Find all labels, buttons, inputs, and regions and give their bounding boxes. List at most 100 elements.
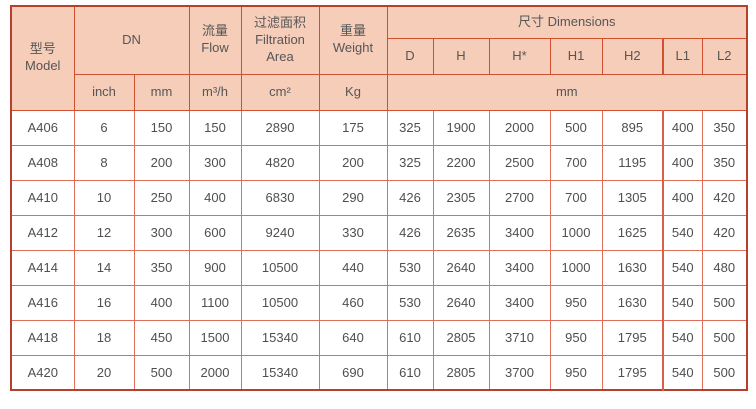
cell-inch: 14 (73, 249, 135, 286)
cell-model: A410 (10, 179, 75, 216)
cell-h: 2805 (432, 319, 490, 356)
cell-weight: 330 (318, 214, 388, 251)
cell-weight: 640 (318, 319, 388, 356)
cell-l1: 540 (662, 354, 703, 391)
cell-h1: 500 (549, 109, 603, 146)
col-header-filtration-en-2: Area (266, 48, 294, 64)
cell-area: 6830 (240, 179, 320, 216)
col-header-h-star: H* (488, 37, 551, 75)
header-row-2: D H H* H1 H2 L1 L2 (11, 37, 748, 75)
cell-h2: 1625 (601, 214, 664, 251)
cell-l2: 420 (701, 179, 748, 216)
cell-flow: 2000 (188, 354, 242, 391)
col-header-weight-en: Weight (332, 40, 374, 56)
cell-inch: 20 (73, 354, 135, 391)
cell-inch: 10 (73, 179, 135, 216)
cell-h-star: 3400 (488, 214, 551, 251)
cell-h: 2305 (432, 179, 490, 216)
cell-h2: 1795 (601, 354, 664, 391)
table-row-a420: A420 20 500 2000 15340 690 610 2805 3700… (10, 354, 748, 391)
cell-h1: 700 (549, 144, 603, 181)
cell-d: 530 (386, 284, 434, 321)
cell-flow: 400 (188, 179, 242, 216)
cell-h: 2640 (432, 284, 490, 321)
cell-h: 2640 (432, 249, 490, 286)
cell-area: 10500 (240, 249, 320, 286)
cell-l2: 420 (701, 214, 748, 251)
cell-h2: 1795 (601, 319, 664, 356)
cell-l2: 350 (701, 109, 748, 146)
cell-area: 9240 (240, 214, 320, 251)
unit-mm: mm (133, 73, 190, 111)
cell-area: 15340 (240, 354, 320, 391)
cell-h1: 950 (549, 354, 603, 391)
cell-d: 530 (386, 249, 434, 286)
cell-l1: 540 (662, 214, 703, 251)
cell-inch: 16 (73, 284, 135, 321)
cell-model: A408 (10, 144, 75, 181)
cell-d: 426 (386, 179, 434, 216)
cell-h-star: 2000 (488, 109, 551, 146)
cell-l2: 350 (701, 144, 748, 181)
cell-h1: 1000 (549, 249, 603, 286)
cell-flow: 1500 (188, 319, 242, 356)
cell-model: A406 (10, 109, 75, 146)
cell-h2: 1630 (601, 249, 664, 286)
cell-inch: 18 (73, 319, 135, 356)
cell-l1: 540 (662, 284, 703, 321)
col-header-model: 型号 Model (10, 5, 75, 111)
table-row-a414: A414 14 350 900 10500 440 530 2640 3400 … (10, 249, 748, 286)
cell-weight: 175 (318, 109, 388, 146)
col-header-filtration-en-1: Filtration (255, 31, 305, 47)
cell-l2: 500 (701, 354, 748, 391)
table-header: 型号 Model DN 流量 Flow 过滤面积 Filtration Area… (10, 5, 748, 111)
cell-l1: 400 (662, 144, 703, 181)
cell-weight: 200 (318, 144, 388, 181)
col-header-weight-zh: 重量 (339, 23, 366, 39)
cell-mm: 150 (133, 109, 190, 146)
cell-l1: 400 (662, 109, 703, 146)
table-row-a406: A406 6 150 150 2890 175 325 1900 2000 50… (10, 109, 748, 146)
col-header-h2: H2 (601, 37, 664, 75)
cell-model: A414 (10, 249, 75, 286)
cell-mm: 200 (133, 144, 190, 181)
cell-l2: 500 (701, 319, 748, 356)
cell-inch: 12 (73, 214, 135, 251)
cell-h-star: 2500 (488, 144, 551, 181)
cell-h1: 1000 (549, 214, 603, 251)
cell-h1: 950 (549, 319, 603, 356)
col-header-weight: 重量 Weight (318, 5, 388, 75)
cell-d: 325 (386, 144, 434, 181)
cell-model: A412 (10, 214, 75, 251)
cell-l2: 480 (701, 249, 748, 286)
col-header-model-zh: 型号 (29, 41, 56, 57)
unit-weight: Kg (318, 73, 388, 111)
col-header-h1: H1 (549, 37, 603, 75)
cell-area: 15340 (240, 319, 320, 356)
cell-h1: 700 (549, 179, 603, 216)
cell-h: 2805 (432, 354, 490, 391)
table-body: A406 6 150 150 2890 175 325 1900 2000 50… (10, 109, 748, 391)
cell-mm: 500 (133, 354, 190, 391)
cell-area: 2890 (240, 109, 320, 146)
col-header-l2: L2 (701, 37, 748, 75)
cell-weight: 440 (318, 249, 388, 286)
cell-d: 610 (386, 354, 434, 391)
cell-flow: 900 (188, 249, 242, 286)
cell-model: A420 (10, 354, 75, 391)
col-header-dimensions: 尺寸 Dimensions (386, 5, 748, 39)
cell-mm: 350 (133, 249, 190, 286)
cell-mm: 400 (133, 284, 190, 321)
header-row-1: 型号 Model DN 流量 Flow 过滤面积 Filtration Area… (10, 5, 748, 111)
cell-d: 610 (386, 319, 434, 356)
cell-h-star: 3700 (488, 354, 551, 391)
cell-flow: 150 (188, 109, 242, 146)
table-row-a410: A410 10 250 400 6830 290 426 2305 2700 7… (10, 179, 748, 216)
cell-d: 325 (386, 109, 434, 146)
cell-mm: 300 (133, 214, 190, 251)
cell-model: A418 (10, 319, 75, 356)
cell-h2: 1630 (601, 284, 664, 321)
cell-flow: 1100 (188, 284, 242, 321)
cell-l2: 500 (701, 284, 748, 321)
